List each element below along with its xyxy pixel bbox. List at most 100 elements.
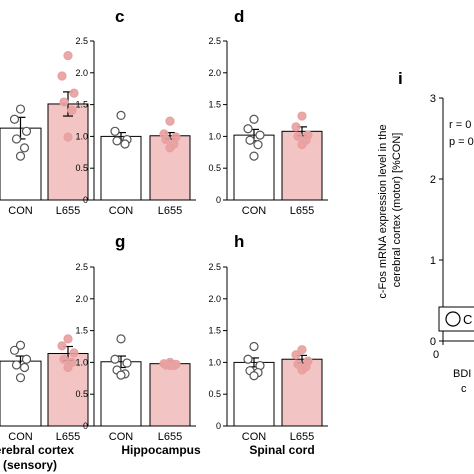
data-point <box>15 104 26 114</box>
panel-d-y-tick-label: 2.0 <box>208 68 221 78</box>
category-label-l655: L655 <box>56 431 80 443</box>
panel-c-y-tick-label: 0.5 <box>75 163 88 173</box>
data-point <box>69 88 79 98</box>
data-point <box>293 131 303 141</box>
data-point <box>67 105 77 115</box>
data-point <box>63 51 73 61</box>
data-point <box>63 132 73 142</box>
panel-i-legend-marker <box>445 311 461 327</box>
data-point <box>291 350 301 360</box>
data-point <box>116 110 126 121</box>
panel-d: 0 0.5 1.0 1.5 2.0 2.5 CON L655 d <box>208 7 328 217</box>
data-point <box>255 130 265 140</box>
data-point <box>15 151 26 161</box>
data-point <box>15 373 26 383</box>
panel-i-x-label-line-1: BDI <box>453 368 471 380</box>
bar-l655 <box>149 363 191 427</box>
category-label-l655: L655 <box>56 205 80 217</box>
data-point <box>19 143 30 153</box>
data-point <box>297 140 307 150</box>
data-point <box>165 143 175 153</box>
data-point <box>297 345 307 355</box>
data-point <box>249 151 259 161</box>
data-point <box>63 362 73 373</box>
category-label-l655: L655 <box>158 431 182 443</box>
data-point <box>21 126 32 136</box>
data-point <box>112 136 122 146</box>
category-label-l655: L655 <box>290 431 314 443</box>
panel-i-stat-p: p = 0 <box>449 136 474 148</box>
data-point <box>249 371 259 381</box>
data-point <box>243 124 253 134</box>
panel-g-y-tick-label: 2.5 <box>75 262 88 272</box>
bar-con <box>0 360 42 427</box>
data-point <box>297 365 307 375</box>
panel-h-y-tick-label: 2.5 <box>208 262 221 272</box>
data-point <box>243 354 253 364</box>
data-point <box>110 354 120 364</box>
panel-c-y-tick-label: 2.5 <box>75 36 88 46</box>
data-point <box>165 360 175 371</box>
panel-h-y-tick-label: 0.5 <box>208 389 221 399</box>
panel-d-y-tick-label: 1.5 <box>208 100 221 110</box>
panel-h-y-tick-label: 1.0 <box>208 357 221 367</box>
panel-i-y-label-line-2: cerebral cortex (motor) [%CON] <box>391 133 403 288</box>
data-point <box>15 340 26 350</box>
panel-g-y-tick-label: 1.0 <box>75 357 88 367</box>
panel-g-y-tick-label: 1.5 <box>75 326 88 336</box>
panel-h: 0 0.5 1.0 1.5 2.0 2.5 CON L655 h Spinal cord <box>208 232 328 457</box>
category-label-con: CON <box>242 205 267 217</box>
panel-h-y-tick-label: 0 <box>216 421 221 431</box>
data-point <box>57 341 67 351</box>
panel-c-y-tick-label: 2.0 <box>75 68 88 78</box>
data-point <box>59 354 69 364</box>
panel-g: 0 0.5 1.0 1.5 2.0 2.5 CON L655 g Hippocampus <box>75 232 201 457</box>
panel-g-y-tick-label: 0 <box>83 421 88 431</box>
data-point <box>120 139 130 149</box>
bar-l655 <box>47 352 89 427</box>
panel-i-x-tick-label: 0 <box>433 349 439 361</box>
bar-l655 <box>47 103 89 201</box>
data-point <box>245 135 255 145</box>
panel-letter-h: h <box>234 232 244 251</box>
panel-i-x-label-line-2: c <box>461 383 467 395</box>
data-point <box>161 134 171 145</box>
region-label-line: Cerebral cortex <box>0 443 74 457</box>
category-label-con: CON <box>8 205 33 217</box>
category-label-con: CON <box>109 205 134 217</box>
data-point <box>11 134 22 144</box>
panel-i-stat-r: r = 0 <box>449 119 471 131</box>
region-label: Cerebral cortex(sensory) <box>0 443 74 472</box>
region-label-line: Hippocampus <box>121 443 201 457</box>
data-point <box>116 334 126 344</box>
region-label: Spinal cord <box>249 443 314 457</box>
panel-i-y-ticks: 3 2 1 0 <box>430 93 443 348</box>
data-point <box>9 114 20 124</box>
data-point <box>116 370 126 380</box>
panel-i-legend-label: C <box>463 312 472 327</box>
panel-i-y-tick-label: 3 <box>430 93 436 105</box>
data-point <box>69 348 79 358</box>
data-point <box>253 140 263 150</box>
panel-letter-i: i <box>398 69 403 88</box>
panel-i-y-axis-label: c-Fos mRNA expression level in the cereb… <box>377 121 403 298</box>
panel-g-y-tick-label: 0.5 <box>75 389 88 399</box>
panel-letter-g: g <box>115 232 125 251</box>
data-point <box>21 354 32 364</box>
data-point <box>297 111 307 121</box>
panel-c-y-tick-label: 1.5 <box>75 100 88 110</box>
data-point <box>165 116 175 126</box>
bar-l655 <box>281 358 323 427</box>
data-point <box>19 362 30 373</box>
panel-i-y-tick-label: 2 <box>430 174 436 186</box>
panel-b: CON L655 <box>0 51 94 217</box>
panel-letter-d: d <box>234 7 244 26</box>
category-label-con: CON <box>109 431 134 443</box>
panel-d-y-tick-label: 2.5 <box>208 36 221 46</box>
category-label-l655: L655 <box>158 205 182 217</box>
panel-i-y-tick-label: 1 <box>430 255 436 267</box>
panel-g-y-tick-label: 2.0 <box>75 294 88 304</box>
panel-d-y-tick-label: 1.0 <box>208 131 221 141</box>
panel-c-y-tick-label: 0 <box>83 195 88 205</box>
panel-letter-c: c <box>115 7 124 26</box>
